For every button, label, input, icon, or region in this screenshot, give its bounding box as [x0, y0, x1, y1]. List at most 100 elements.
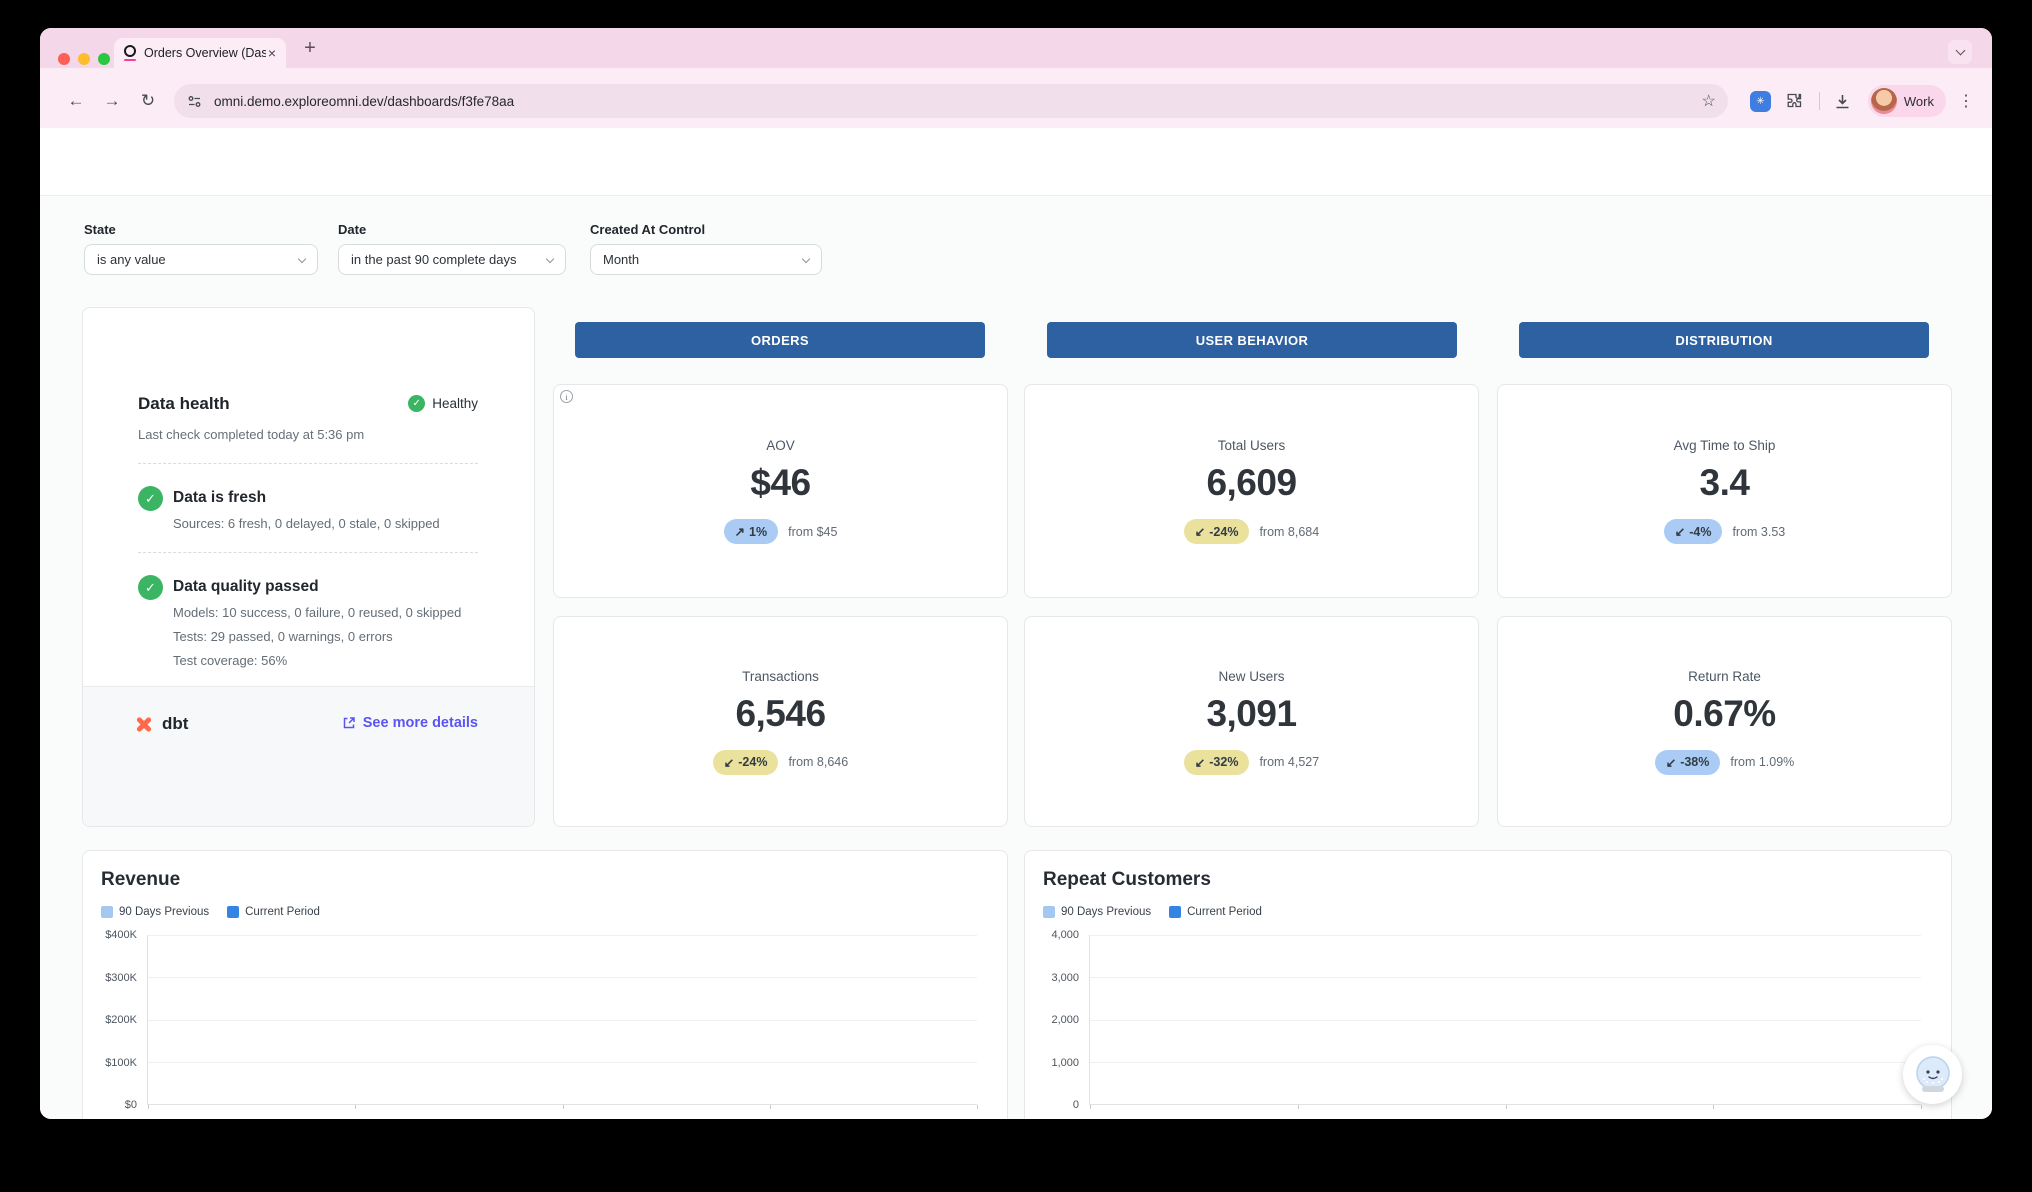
filter-date-select[interactable]: in the past 90 complete days: [338, 244, 566, 275]
health-status-text: Healthy: [432, 396, 478, 411]
y-axis-label: 1,000: [1051, 1056, 1079, 1069]
health-card-footer: dbt See more details: [83, 686, 534, 826]
y-axis: $0 $100K $200K $300K $400K: [103, 929, 139, 1111]
profile-avatar: [1870, 88, 1897, 114]
change-value: -24%: [1209, 524, 1239, 539]
legend-swatch: [1169, 906, 1182, 918]
y-axis-label: $200K: [105, 1014, 137, 1026]
check-icon: ✓: [138, 486, 163, 511]
comparison-text: from $45: [788, 524, 838, 539]
trend-arrow-icon: ↙: [723, 755, 735, 770]
filter-created-at: Created At Control Month: [590, 222, 822, 275]
reload-button[interactable]: ↻: [140, 91, 156, 110]
see-more-details-link[interactable]: See more details: [342, 715, 478, 731]
filter-state-value: is any value: [97, 252, 166, 267]
filter-date: Date in the past 90 complete days: [338, 222, 566, 275]
comparison-text: from 8,646: [788, 755, 849, 769]
y-axis-label: $300K: [105, 971, 137, 984]
change-badge: ↙ -4%: [1663, 519, 1723, 544]
y-axis-label: 3,000: [1051, 971, 1079, 984]
quality-title: Data quality passed: [173, 578, 319, 595]
tab-search-button[interactable]: [1948, 40, 1972, 64]
minimize-window-button[interactable]: [78, 53, 90, 65]
site-settings-icon[interactable]: [186, 93, 203, 110]
legend-item-previous: 90 Days Previous: [101, 906, 209, 918]
filter-state-label: State: [84, 222, 116, 237]
kpi-card-new-users[interactable]: New Users 3,091 ↙ -32% from 4,527: [1024, 616, 1479, 827]
x-axis-tick: [1297, 1105, 1299, 1109]
kpi-card-total-users[interactable]: Total Users 6,609 ↙ -24% from 8,684: [1024, 384, 1479, 598]
change-badge: ↙ -38%: [1654, 749, 1721, 775]
filter-created-at-value: Month: [603, 252, 640, 267]
kpi-value: 6,546: [735, 692, 826, 734]
url-text[interactable]: omni.demo.exploreomni.dev/dashboards/f3f…: [214, 93, 515, 109]
kpi-value: 0.67%: [1673, 692, 1776, 734]
chart-plot: 0 1,000 2,000 3,000 4,000: [1045, 929, 1922, 1111]
chat-assistant-button[interactable]: [1903, 1045, 1962, 1104]
x-axis-tick: [355, 1105, 357, 1109]
freshness-detail: Sources: 6 fresh, 0 delayed, 0 stale, 0 …: [173, 516, 440, 531]
gridline: [1090, 1061, 1921, 1063]
revenue-chart-card[interactable]: Revenue 90 Days Previous Current Period …: [82, 850, 1008, 1119]
trend-arrow-icon: ↙: [1674, 525, 1686, 539]
legend-item-current: Current Period: [1169, 906, 1262, 918]
address-bar[interactable]: omni.demo.exploreomni.dev/dashboards/f3f…: [174, 84, 1728, 118]
forward-button[interactable]: →: [103, 91, 121, 110]
x-axis-tick: [1713, 1105, 1715, 1109]
y-axis-label: 4,000: [1051, 929, 1079, 941]
pinned-extension-icon[interactable]: ✳: [1749, 90, 1771, 112]
filter-created-at-select[interactable]: Month: [590, 244, 822, 275]
trend-arrow-icon: ↙: [1665, 755, 1677, 770]
kpi-label: Return Rate: [1688, 668, 1761, 684]
kpi-label: Total Users: [1217, 438, 1286, 453]
kpi-value: 3.4: [1699, 462, 1750, 503]
change-value: -38%: [1680, 755, 1710, 769]
x-axis-tick: [769, 1105, 771, 1109]
comparison-text: from 4,527: [1259, 755, 1320, 769]
kpi-label: AOV: [766, 438, 795, 453]
filter-state-select[interactable]: is any value: [84, 244, 318, 275]
browser-profile-chip[interactable]: Work: [1867, 85, 1946, 117]
legend-label: Current Period: [245, 906, 320, 918]
y-axis-label: 2,000: [1051, 1014, 1079, 1026]
change-value: -4%: [1689, 524, 1712, 539]
tab-title: Orders Overview (Dashboard): [144, 46, 266, 60]
kpi-card-aov[interactable]: i AOV $46 ↗ 1% from $45: [553, 384, 1008, 598]
filter-date-label: Date: [338, 222, 367, 237]
browser-window: Orders Overview (Dashboard) × + ← → ↻ om…: [40, 28, 1992, 1119]
browser-menu-icon[interactable]: ⋮: [1958, 93, 1974, 110]
kpi-card-return-rate[interactable]: Return Rate 0.67% ↙ -38% from 1.09%: [1497, 616, 1952, 827]
y-axis-label: $400K: [105, 929, 137, 941]
section-header-orders: ORDERS: [575, 322, 985, 358]
close-window-button[interactable]: [58, 53, 70, 65]
x-axis-tick: [1921, 1105, 1922, 1109]
trend-arrow-icon: ↙: [1194, 525, 1206, 539]
kpi-card-avg-time-to-ship[interactable]: Avg Time to Ship 3.4 ↙ -4% from 3.53: [1497, 384, 1952, 598]
change-value: -24%: [738, 755, 768, 769]
change-badge: ↙ -24%: [712, 749, 779, 775]
tab-strip: Orders Overview (Dashboard) × +: [40, 28, 1992, 68]
health-status-badge: ✓ Healthy: [408, 395, 478, 412]
zoom-window-button[interactable]: [98, 53, 110, 65]
legend-label: Current Period: [1187, 906, 1262, 918]
repeat-customers-chart-card[interactable]: Repeat Customers 90 Days Previous Curren…: [1024, 850, 1952, 1119]
chevron-down-icon: [297, 254, 307, 263]
downloads-icon[interactable]: [1830, 88, 1856, 114]
trend-arrow-icon: ↗: [734, 525, 746, 539]
back-button[interactable]: ←: [67, 91, 85, 110]
bookmark-star-icon[interactable]: ☆: [1701, 93, 1716, 110]
info-icon[interactable]: i: [560, 390, 573, 403]
tab-close-icon[interactable]: ×: [267, 45, 276, 61]
comparison-text: from 1.09%: [1730, 755, 1795, 769]
app-header: Production / Orders Overview ☆ File View…: [40, 128, 1992, 282]
new-tab-button[interactable]: +: [304, 36, 316, 59]
gridline: [148, 935, 977, 936]
divider: [138, 552, 478, 553]
check-icon: ✓: [138, 575, 163, 600]
kpi-card-transactions[interactable]: Transactions 6,546 ↙ -24% from 8,646: [553, 616, 1008, 827]
quality-coverage: Test coverage: 56%: [173, 653, 288, 668]
browser-tab[interactable]: Orders Overview (Dashboard) ×: [114, 38, 286, 68]
y-axis: 0 1,000 2,000 3,000 4,000: [1045, 929, 1081, 1111]
extensions-puzzle-icon[interactable]: [1781, 88, 1807, 114]
kpi-value: 6,609: [1206, 462, 1297, 503]
